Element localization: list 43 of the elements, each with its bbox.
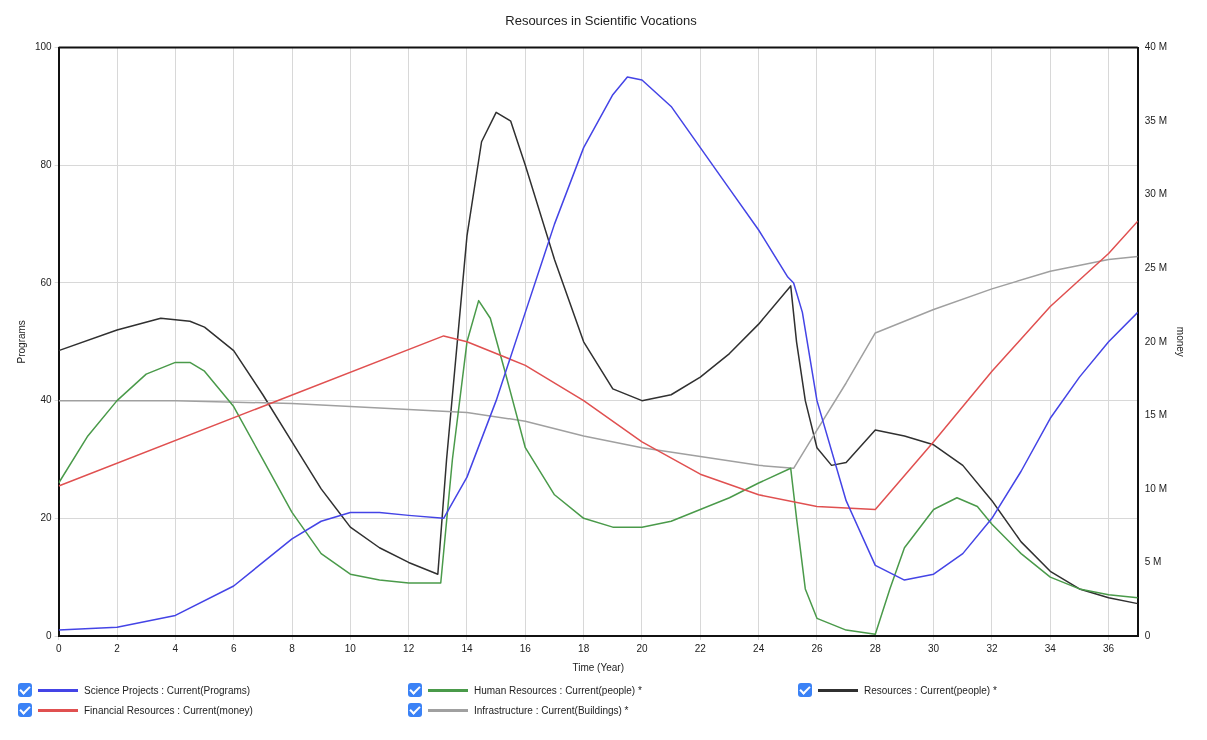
x-tick-label: 34	[1044, 642, 1057, 654]
x-tick-label: 4	[172, 642, 179, 654]
y-tick-label: 20	[40, 512, 53, 524]
legend-label: Human Resources : Current(people) *	[474, 684, 642, 696]
y2-tick-label: 30 M	[1144, 188, 1167, 200]
legend-label: Science Projects : Current(Programs)	[84, 684, 251, 696]
x-tick-label: 2	[114, 642, 121, 654]
y2-tick-label: 5 M	[1144, 556, 1162, 568]
x-tick-label: 32	[986, 642, 998, 654]
x-tick-label: 8	[289, 642, 296, 654]
y2-axis-title: money	[1175, 326, 1187, 357]
y-axis-title: Programs	[15, 320, 27, 364]
x-tick-label: 14	[461, 642, 473, 654]
x-axis-title: Time (Year)	[572, 661, 624, 673]
x-tick-label: 26	[811, 642, 823, 654]
y-tick-label: 80	[40, 159, 53, 171]
x-tick-label: 22	[694, 642, 707, 654]
legend-label: Resources : Current(people) *	[864, 684, 997, 696]
x-tick-label: 28	[869, 642, 882, 654]
x-tick-label: 18	[578, 642, 590, 654]
y2-tick-label: 20 M	[1144, 335, 1167, 347]
chart-title: Resources in Scientific Vocations	[505, 13, 698, 29]
x-tick-label: 36	[1103, 642, 1115, 654]
y2-tick-label: 25 M	[1144, 262, 1167, 273]
legend-label: Infrastructure : Current(Buildings) *	[474, 704, 629, 716]
y-tick-label: 100	[35, 41, 53, 53]
x-tick-label: 24	[753, 642, 765, 654]
y-tick-label: 40	[40, 394, 53, 406]
y-tick-label: 60	[40, 276, 53, 288]
x-tick-label: 12	[403, 642, 415, 654]
y2-tick-label: 40 M	[1144, 41, 1167, 53]
legend-label: Financial Resources : Current(money)	[84, 704, 253, 716]
y2-tick-label: 35 M	[1144, 114, 1167, 126]
x-tick-label: 6	[230, 642, 237, 654]
y2-tick-label: 15 M	[1144, 409, 1167, 421]
y2-tick-label: 0	[1144, 629, 1151, 641]
x-tick-label: 0	[55, 642, 62, 654]
y2-tick-label: 10 M	[1144, 482, 1167, 494]
x-tick-label: 16	[519, 642, 532, 654]
x-tick-label: 10	[344, 642, 357, 654]
x-tick-label: 20	[636, 642, 648, 654]
y-tick-label: 0	[46, 629, 53, 641]
x-tick-label: 30	[928, 642, 940, 654]
